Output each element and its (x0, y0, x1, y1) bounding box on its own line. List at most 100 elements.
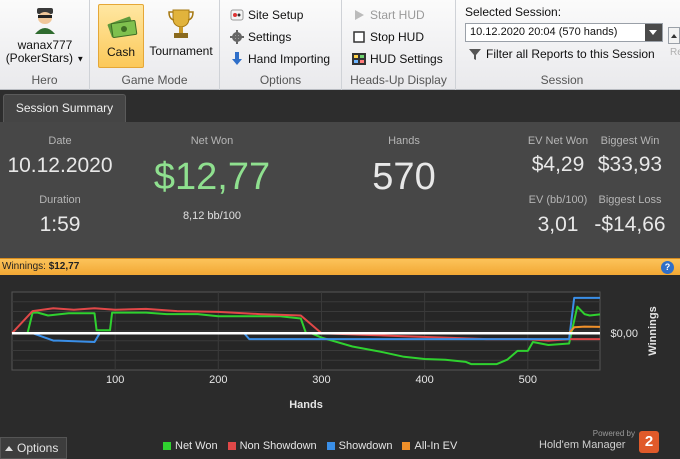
chart-legend: Net Won Non Showdown Showdown All-In EV (163, 440, 457, 452)
powered-by-logo: Powered by Hold'em Manager 2 (539, 429, 659, 455)
ribbon-collapse-button[interactable] (668, 27, 680, 44)
winnings-text: Winnings: $12,77 (2, 261, 79, 272)
hero-selector[interactable]: wanax777 (PokerStars) ▼ (0, 39, 90, 65)
y-tick-label: $0,00 (610, 328, 638, 340)
winnings-bar: Winnings: $12,77 ? (0, 258, 680, 275)
game-mode-group-label: Game Mode (121, 73, 188, 87)
legend-label: Non Showdown (239, 440, 317, 452)
hands-label: Hands (388, 135, 420, 147)
powered-by-text: Powered by (592, 429, 635, 438)
session-summary-panel: Date 10.12.2020 Duration 1:59 Net Won $1… (0, 122, 680, 258)
cut-off-label: Re (670, 47, 680, 58)
options-button-label: Options (17, 441, 59, 455)
cash-label: Cash (106, 45, 135, 59)
hands-value: 570 (372, 156, 436, 198)
tab-strip: Session Summary (0, 90, 680, 122)
y-axis-label: Winnings (647, 306, 659, 355)
ev-bb100-label: EV (bb/100) (528, 194, 588, 206)
session-group-label: Session (540, 73, 584, 87)
session-select[interactable]: 10.12.2020 20:04 (570 hands) (465, 23, 663, 42)
biggest-win-label: Biggest Win (600, 135, 660, 147)
date-label: Date (48, 135, 72, 147)
filter-icon (469, 49, 481, 60)
legend-item[interactable]: All-In EV (402, 440, 457, 452)
duration-label: Duration (39, 194, 81, 206)
start-hud-button[interactable]: Start HUD (352, 5, 425, 25)
x-tick-label: 300 (312, 374, 330, 386)
hm2-logo-icon: 2 (639, 431, 659, 453)
tab-session-summary[interactable]: Session Summary (3, 94, 126, 122)
date-value: 10.12.2020 (7, 154, 113, 177)
options-button[interactable]: Options (0, 437, 67, 459)
settings-button[interactable]: Settings (230, 27, 291, 47)
winnings-label: Winnings: (2, 261, 46, 272)
hero-avatar-icon[interactable] (33, 6, 57, 34)
selected-session-title: Selected Session: (465, 5, 562, 19)
legend-swatch (326, 442, 335, 450)
start-hud-label: Start HUD (370, 8, 425, 22)
hud-settings-icon (352, 53, 366, 65)
biggest-loss-label: Biggest Loss (598, 194, 662, 206)
legend-swatch (402, 442, 411, 450)
session-group: Selected Session: 10.12.2020 20:04 (570 … (456, 0, 668, 90)
stop-hud-icon (353, 31, 365, 43)
site-setup-label: Site Setup (248, 8, 304, 22)
winnings-chart: 100 200 300 400 500 $0,00 Hands Winnings (11, 291, 659, 411)
biggest-win-value: $33,93 (597, 153, 663, 176)
stop-hud-button[interactable]: Stop HUD (352, 27, 424, 47)
hud-group: Start HUD Stop HUD HUD Settings Heads-Up… (342, 0, 456, 90)
winnings-value: $12,77 (48, 261, 80, 272)
brand-name: Hold'em Manager (539, 439, 626, 451)
bb100-value: 8,12 bb/100 (182, 210, 242, 222)
duration-value: 1:59 (39, 213, 81, 236)
ev-bb100-value: 3,01 (537, 213, 579, 236)
tournament-button[interactable]: Tournament (146, 4, 216, 68)
legend-label: Net Won (175, 440, 218, 452)
hero-group: wanax777 (PokerStars) ▼ Hero (0, 0, 90, 90)
net-won-value: $12,77 (153, 156, 271, 198)
options-group-label: Options (259, 73, 302, 87)
filter-reports-button[interactable]: Filter all Reports to this Session (468, 47, 655, 61)
cash-icon (107, 16, 138, 38)
legend-item[interactable]: Showdown (326, 440, 393, 452)
chevron-down-icon: ▼ (76, 54, 85, 64)
x-tick-label: 500 (519, 374, 537, 386)
series-line-net-won (12, 305, 601, 366)
filter-reports-label: Filter all Reports to this Session (486, 47, 655, 61)
options-group: Site Setup Settings Hand Importing Optio… (220, 0, 342, 90)
legend-item[interactable]: Net Won (163, 440, 218, 452)
hud-group-label: Heads-Up Display (350, 73, 447, 87)
help-icon[interactable]: ? (661, 261, 674, 274)
x-tick-label: 400 (415, 374, 433, 386)
site-setup-button[interactable]: Site Setup (230, 5, 303, 25)
chevron-down-icon[interactable] (645, 24, 662, 41)
start-hud-icon (355, 10, 364, 20)
ribbon-edge: Re (668, 0, 680, 90)
winnings-chart-area: 100 200 300 400 500 $0,00 Hands Winnings Option… (0, 275, 680, 459)
hand-importing-button[interactable]: Hand Importing (230, 49, 330, 69)
legend-swatch (163, 442, 171, 450)
hud-settings-button[interactable]: HUD Settings (352, 49, 443, 69)
gear-icon (230, 30, 244, 44)
cash-button[interactable]: Cash (98, 4, 144, 68)
trophy-icon (168, 9, 194, 38)
site-setup-icon (230, 9, 244, 21)
legend-swatch (227, 442, 236, 450)
hero-name: wanax777 (17, 38, 73, 52)
legend-item[interactable]: Non Showdown (227, 440, 317, 452)
hero-site: (PokerStars) (5, 51, 74, 65)
chevron-up-icon (5, 446, 13, 452)
ev-net-won-value: $4,29 (531, 153, 585, 176)
game-mode-group: Cash Tournament Game Mode (90, 0, 220, 90)
hud-settings-label: HUD Settings (370, 52, 443, 66)
hand-importing-label: Hand Importing (248, 52, 331, 66)
settings-label: Settings (248, 30, 292, 44)
legend-label: Showdown (338, 440, 393, 452)
x-tick-label: 100 (106, 374, 124, 386)
x-tick-label: 200 (209, 374, 227, 386)
ev-net-won-label: EV Net Won (527, 135, 589, 147)
biggest-loss-value: -$14,66 (594, 213, 666, 236)
legend-label: All-In EV (414, 440, 458, 452)
stop-hud-label: Stop HUD (370, 30, 425, 44)
tournament-label: Tournament (149, 44, 213, 58)
